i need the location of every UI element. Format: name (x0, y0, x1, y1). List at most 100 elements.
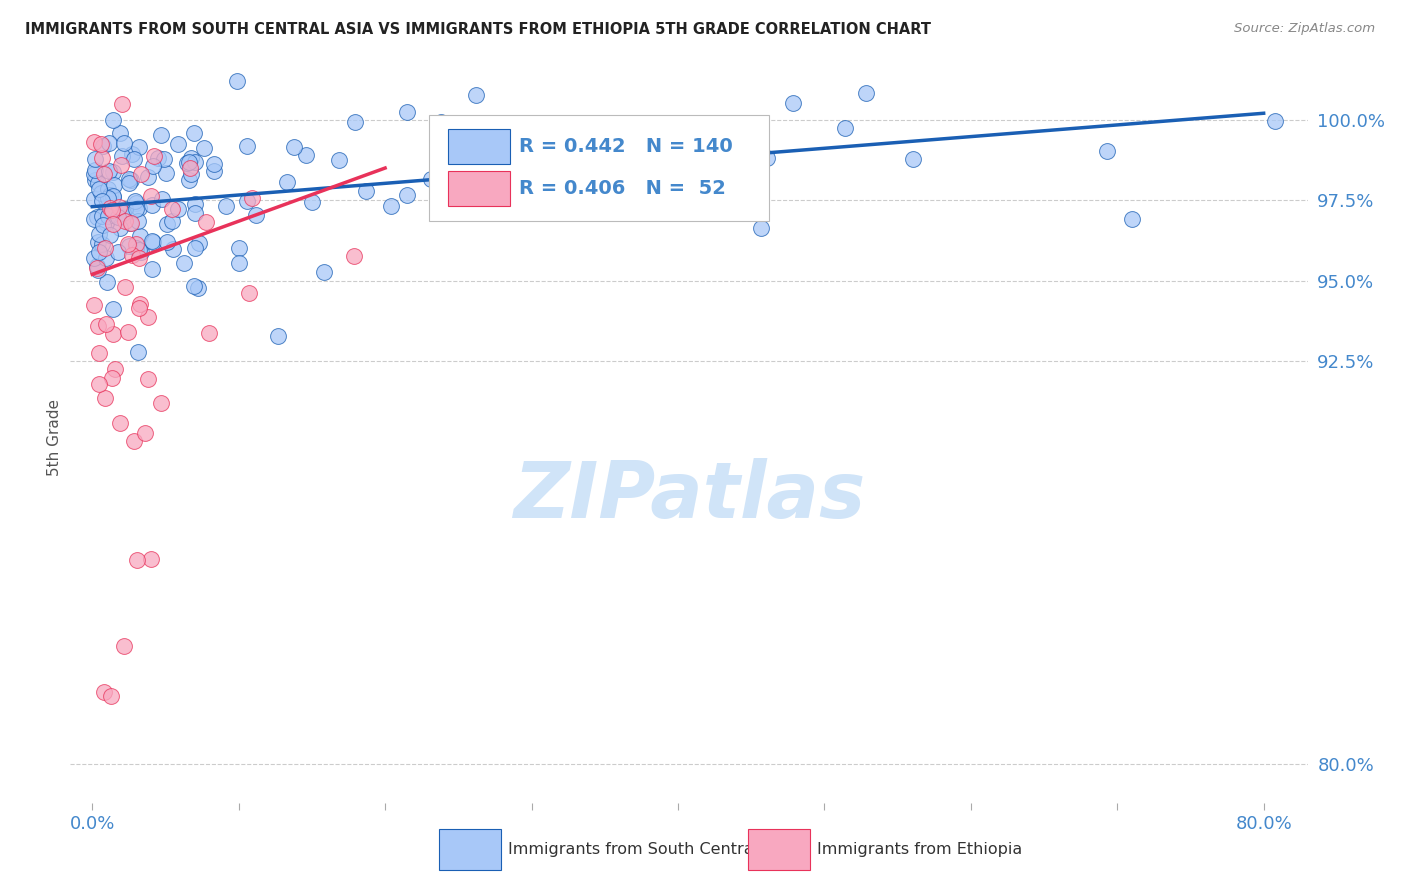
Point (184, 154, 207, 169)
Point (176, 156, 198, 170)
Point (301, 194, 323, 209)
Point (711, 124, 734, 138)
Point (141, 188, 163, 202)
Point (111, 96, 134, 111)
Point (122, 434, 145, 448)
Point (127, 344, 149, 359)
Point (1121, 212, 1143, 227)
Point (89, 346, 111, 360)
Text: Source: ZipAtlas.com: Source: ZipAtlas.com (1234, 22, 1375, 36)
Point (101, 217, 124, 231)
Point (100, 690, 122, 704)
Point (180, 151, 202, 165)
Point (134, 426, 156, 441)
Point (121, 247, 143, 261)
Point (193, 141, 215, 155)
Point (395, 104, 418, 119)
Point (901, 152, 924, 166)
Point (150, 128, 173, 143)
Point (167, 136, 190, 151)
Point (94, 251, 117, 265)
Point (83, 252, 105, 266)
Point (267, 329, 290, 343)
Point (101, 189, 124, 203)
Point (112, 206, 135, 220)
Point (108, 127, 131, 141)
Text: ZIPatlas: ZIPatlas (513, 458, 865, 533)
Point (114, 202, 136, 216)
Point (93, 684, 115, 698)
Point (141, 198, 163, 212)
Point (155, 217, 177, 231)
Point (120, 216, 142, 230)
Point (125, 196, 148, 211)
Point (101, 326, 124, 341)
FancyBboxPatch shape (429, 115, 769, 221)
Point (855, 86, 877, 100)
Point (83, 212, 105, 227)
Point (103, 178, 125, 192)
Point (129, 167, 152, 181)
Point (87, 181, 110, 195)
Point (167, 202, 190, 216)
Point (187, 281, 209, 295)
Point (83, 163, 105, 178)
Point (437, 200, 460, 214)
Point (343, 115, 366, 129)
Point (91, 236, 114, 251)
Point (114, 214, 136, 228)
Point (96, 275, 118, 289)
Point (98, 188, 121, 202)
Point (142, 235, 165, 250)
Point (96, 192, 118, 206)
Point (101, 202, 124, 217)
Point (108, 200, 131, 214)
Point (84, 152, 107, 166)
Point (245, 208, 267, 222)
Point (118, 172, 141, 186)
Point (343, 249, 366, 263)
Point (202, 157, 225, 171)
Point (139, 552, 162, 566)
Point (240, 192, 263, 206)
Point (90, 186, 112, 200)
Point (238, 285, 260, 300)
Point (121, 147, 143, 161)
Point (83, 192, 105, 206)
Point (87, 319, 110, 334)
Point (419, 172, 441, 186)
Point (87, 176, 110, 190)
Point (283, 140, 305, 154)
Point (314, 265, 336, 279)
Point (184, 206, 207, 220)
Point (125, 202, 148, 216)
Point (101, 190, 124, 204)
Point (623, 133, 645, 147)
Point (183, 126, 205, 140)
Point (180, 167, 202, 181)
Point (83, 136, 105, 150)
FancyBboxPatch shape (447, 171, 509, 206)
Point (136, 310, 159, 324)
Point (295, 148, 318, 162)
Point (96, 318, 118, 332)
Point (90, 136, 112, 151)
Point (1097, 144, 1119, 158)
Point (127, 214, 149, 228)
Point (276, 174, 298, 188)
Point (396, 187, 419, 202)
Point (118, 176, 141, 190)
Point (117, 237, 139, 252)
Point (86, 260, 108, 274)
Point (136, 170, 159, 185)
Point (749, 220, 772, 235)
Point (215, 199, 238, 213)
Point (107, 245, 129, 260)
Point (228, 241, 250, 255)
Text: R = 0.442   N = 140: R = 0.442 N = 140 (519, 137, 733, 156)
Point (101, 113, 124, 128)
Point (97, 191, 120, 205)
Point (91, 218, 114, 232)
Point (149, 395, 172, 409)
Point (103, 302, 125, 317)
